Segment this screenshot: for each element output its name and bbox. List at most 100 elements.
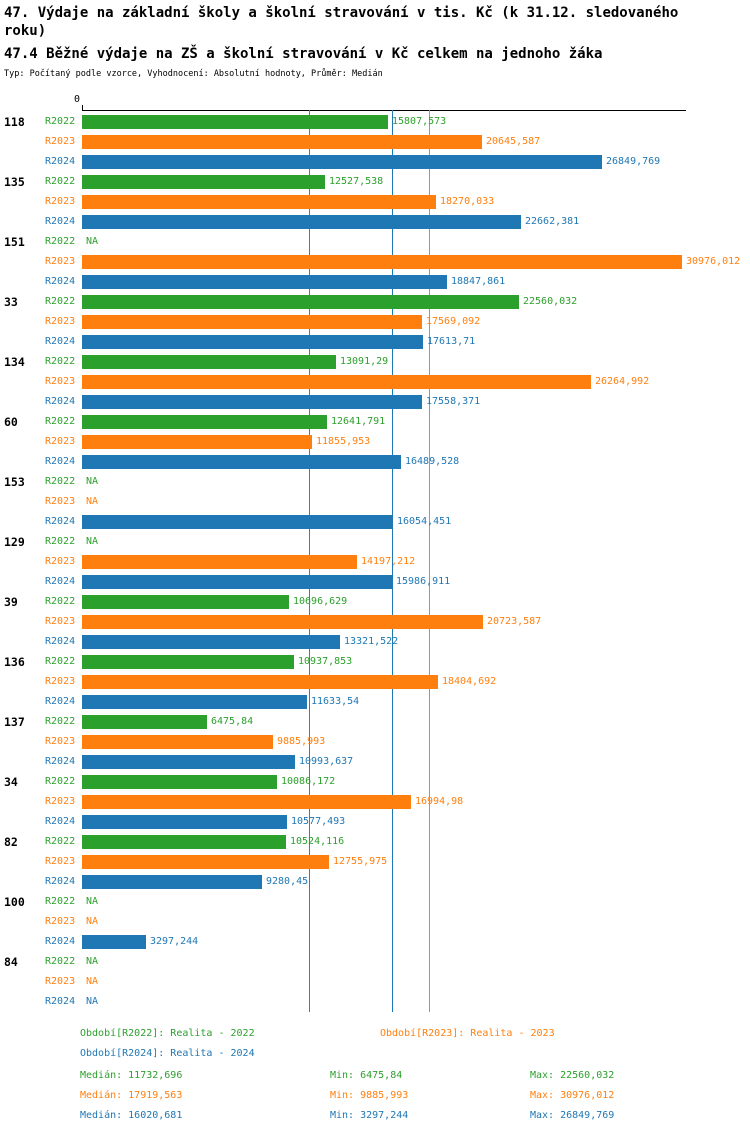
series-row-label: R2023 <box>45 136 76 147</box>
bar-r2024 <box>82 395 422 409</box>
series-row-label: R2022 <box>45 536 76 547</box>
bar-value-label: 10577,493 <box>291 816 346 827</box>
bar-r2023 <box>82 315 422 329</box>
bar-r2022 <box>82 835 286 849</box>
bar-r2022 <box>82 355 336 369</box>
bar-r2022 <box>82 655 294 669</box>
stat-median-r2024: Medián: 16020,681 <box>80 1110 183 1121</box>
bar-value-label: 20723,587 <box>487 616 542 627</box>
axis-zero-label: 0 <box>74 94 81 105</box>
series-row-label: R2022 <box>45 956 76 967</box>
series-row-label: R2022 <box>45 596 76 607</box>
bar-r2022 <box>82 775 277 789</box>
bar-r2022 <box>82 115 388 129</box>
bar-r2022 <box>82 415 327 429</box>
series-row-label: R2022 <box>45 656 76 667</box>
bar-value-label: 16054,451 <box>397 516 452 527</box>
bar-value-label: 17558,371 <box>426 396 481 407</box>
series-row-label: R2023 <box>45 556 76 567</box>
series-row-label: R2024 <box>45 336 76 347</box>
axis-line <box>82 110 686 111</box>
series-row-label: R2024 <box>45 516 76 527</box>
legend-period-r2024: Období[R2024]: Realita - 2024 <box>80 1048 255 1059</box>
series-row-label: R2024 <box>45 636 76 647</box>
legend-period-r2022: Období[R2022]: Realita - 2022 <box>80 1028 255 1039</box>
bar-r2024 <box>82 875 262 889</box>
chart-subtitle: 47.4 Běžné výdaje na ZŠ a školní stravov… <box>4 46 603 62</box>
bar-value-label: 17613,71 <box>427 336 476 347</box>
bar-value-label: 11633,54 <box>311 696 360 707</box>
stat-median-r2023: Medián: 17919,563 <box>80 1090 183 1101</box>
plot-area: 118 R2022 15807,573 R2023 20645,587 R2024 2684… <box>0 110 750 1012</box>
group-label: 100 <box>4 895 25 909</box>
bar-r2024 <box>82 455 401 469</box>
bar-value-label: 3297,244 <box>150 936 199 947</box>
series-row-label: R2024 <box>45 816 76 827</box>
series-row-label: R2024 <box>45 996 76 1007</box>
series-row-label: R2022 <box>45 896 76 907</box>
stat-max-r2023: Max: 30976,012 <box>530 1090 615 1101</box>
series-row-label: R2023 <box>45 196 76 207</box>
series-row-label: R2022 <box>45 176 76 187</box>
series-row-label: R2024 <box>45 156 76 167</box>
series-row-label: R2023 <box>45 676 76 687</box>
stats-row-r2022: Medián: 11732,696 Min: 6475,84 Max: 2256… <box>0 1069 750 1083</box>
group-label: 60 <box>4 415 18 429</box>
series-row-label: R2023 <box>45 736 76 747</box>
series-row-label: R2024 <box>45 276 76 287</box>
bar-value-label: 26264,992 <box>595 376 650 387</box>
group-label: 34 <box>4 775 18 789</box>
chart-title: 47. Výdaje na základní školy a školní st… <box>4 5 679 39</box>
stats-row-r2023: Medián: 17919,563 Min: 9885,993 Max: 309… <box>0 1089 750 1103</box>
axis-tick <box>82 105 83 110</box>
group-label: 136 <box>4 655 25 669</box>
bar-r2024 <box>82 515 393 529</box>
bar-r2023 <box>82 375 591 389</box>
group-label: 134 <box>4 355 25 369</box>
bar-r2023 <box>82 435 312 449</box>
bar-value-label: 22662,381 <box>525 216 580 227</box>
bar-r2023 <box>82 255 682 269</box>
series-row-label: R2022 <box>45 476 76 487</box>
group-label: 84 <box>4 955 18 969</box>
bar-r2023 <box>82 555 357 569</box>
chart-meta-info: Typ: Počítaný podle vzorce, Vyhodnocení:… <box>4 69 383 79</box>
group-label: 129 <box>4 535 25 549</box>
series-row-label: R2023 <box>45 496 76 507</box>
bar-value-label: 11855,953 <box>316 436 371 447</box>
bar-r2024 <box>82 815 287 829</box>
bar-r2024 <box>82 755 295 769</box>
bar-r2024 <box>82 935 146 949</box>
bar-r2023 <box>82 795 411 809</box>
stat-min-r2023: Min: 9885,993 <box>330 1090 409 1101</box>
series-row-label: R2023 <box>45 376 76 387</box>
bar-r2023 <box>82 615 483 629</box>
bar-value-label: 14197,212 <box>361 556 416 567</box>
bar-value-label: NA <box>86 996 99 1007</box>
series-row-label: R2024 <box>45 456 76 467</box>
bar-value-label: 16489,528 <box>405 456 460 467</box>
bar-value-label: 10937,853 <box>298 656 353 667</box>
bar-r2023 <box>82 135 482 149</box>
bar-value-label: NA <box>86 916 99 927</box>
bar-value-label: 12527,538 <box>329 176 384 187</box>
bar-r2023 <box>82 855 329 869</box>
bar-value-label: NA <box>86 976 99 987</box>
stat-min-r2024: Min: 3297,244 <box>330 1110 409 1121</box>
group-label: 153 <box>4 475 25 489</box>
bar-r2024 <box>82 215 521 229</box>
series-row-label: R2023 <box>45 256 76 267</box>
series-row-label: R2022 <box>45 236 76 247</box>
bar-value-label: 10524,116 <box>290 836 345 847</box>
series-row-label: R2024 <box>45 876 76 887</box>
series-row-label: R2023 <box>45 856 76 867</box>
bar-value-label: NA <box>86 496 99 507</box>
bar-value-label: 6475,84 <box>211 716 254 727</box>
bar-r2024 <box>82 335 423 349</box>
series-row-label: R2024 <box>45 576 76 587</box>
bar-value-label: NA <box>86 536 99 547</box>
series-row-label: R2023 <box>45 616 76 627</box>
stat-max-r2024: Max: 26849,769 <box>530 1110 615 1121</box>
group-label: 33 <box>4 295 18 309</box>
series-row-label: R2022 <box>45 776 76 787</box>
